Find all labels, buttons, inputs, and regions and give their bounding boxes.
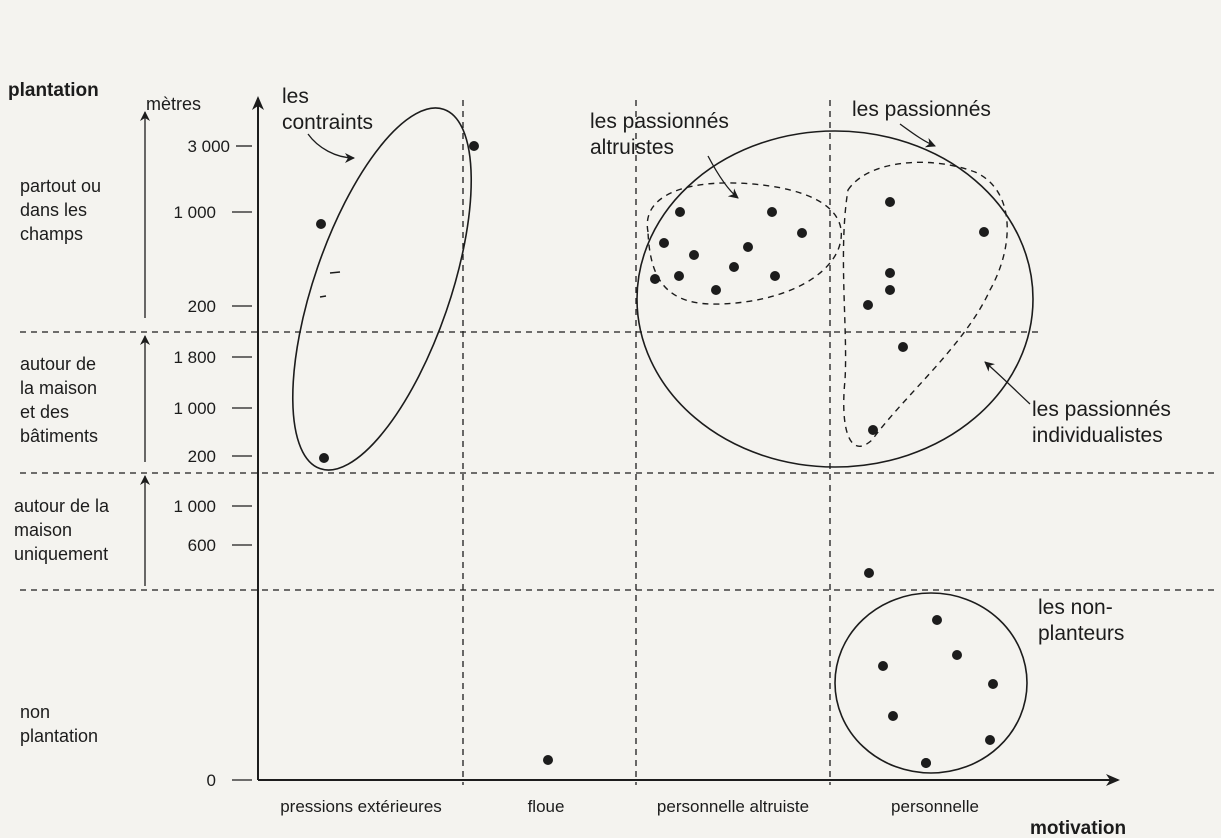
data-point — [885, 197, 895, 207]
leader-arrow-passionnes — [899, 123, 936, 148]
y-tick-label: 600 — [188, 536, 216, 555]
y-category-non: non plantation — [20, 702, 98, 746]
data-point — [650, 274, 660, 284]
data-point — [979, 227, 989, 237]
data-point — [885, 285, 895, 295]
group-label-passionnes: les passionnés — [852, 98, 991, 121]
y-tick-label: 1 800 — [173, 348, 216, 367]
group-outline-passionnes — [636, 130, 1034, 468]
data-point — [868, 425, 878, 435]
y-tick-label: 1 000 — [173, 399, 216, 418]
y-category-maison-batiments: autour de la maison et des bâtiments — [20, 354, 102, 446]
y-tick-label: 1 000 — [173, 203, 216, 222]
data-point — [767, 207, 777, 217]
leader-arrow-individualistes — [984, 361, 1031, 405]
x-category-label: personnelle altruiste — [657, 797, 809, 816]
data-point — [675, 207, 685, 217]
y-axis-unit: mètres — [146, 94, 201, 114]
group-label-individualistes: les passionnés individualistes — [1032, 398, 1177, 447]
group-label-altruistes: les passionnés altruistes — [590, 110, 735, 159]
y-axis-title: plantation — [8, 80, 99, 101]
data-point — [932, 615, 942, 625]
data-point — [770, 271, 780, 281]
group-outline-contraints — [291, 107, 473, 471]
x-category-label: pressions extérieures — [280, 797, 442, 816]
data-point — [921, 758, 931, 768]
group-outline-non-planteurs — [834, 592, 1028, 774]
data-point — [863, 300, 873, 310]
data-point — [797, 228, 807, 238]
data-point — [888, 711, 898, 721]
y-tick-label: 1 000 — [173, 497, 216, 516]
y-tick-label: 200 — [188, 297, 216, 316]
data-point — [711, 285, 721, 295]
data-point — [952, 650, 962, 660]
data-point — [543, 755, 553, 765]
y-tick-label: 0 — [207, 771, 216, 790]
data-point — [674, 271, 684, 281]
data-point — [885, 268, 895, 278]
annotation-dash — [319, 295, 327, 298]
data-point — [864, 568, 874, 578]
group-label-contraints: les contraints — [282, 85, 373, 134]
data-point — [878, 661, 888, 671]
data-point — [743, 242, 753, 252]
data-point — [988, 679, 998, 689]
y-category-champs: partout ou dans les champs — [20, 176, 106, 244]
data-point — [898, 342, 908, 352]
group-outline-individualistes — [842, 161, 1008, 447]
y-tick-label: 3 000 — [187, 137, 230, 156]
data-point — [689, 250, 699, 260]
annotation-dash — [329, 271, 341, 274]
data-point — [319, 453, 329, 463]
data-points — [316, 141, 998, 768]
data-point — [729, 262, 739, 272]
leader-arrow-altruistes — [707, 155, 739, 199]
y-category-maison: autour de la maison uniquement — [14, 496, 114, 564]
x-category-label: personnelle — [891, 797, 979, 816]
x-axis-title: motivation — [1030, 818, 1126, 838]
y-tick-label: 200 — [188, 447, 216, 466]
data-point — [985, 735, 995, 745]
x-category-label: floue — [528, 797, 565, 816]
group-outline-altruistes — [646, 182, 842, 305]
data-point — [659, 238, 669, 248]
data-point — [316, 219, 326, 229]
group-label-non-planteurs: les non- planteurs — [1038, 596, 1124, 645]
data-point — [469, 141, 479, 151]
leader-arrow-contraints — [307, 133, 355, 163]
